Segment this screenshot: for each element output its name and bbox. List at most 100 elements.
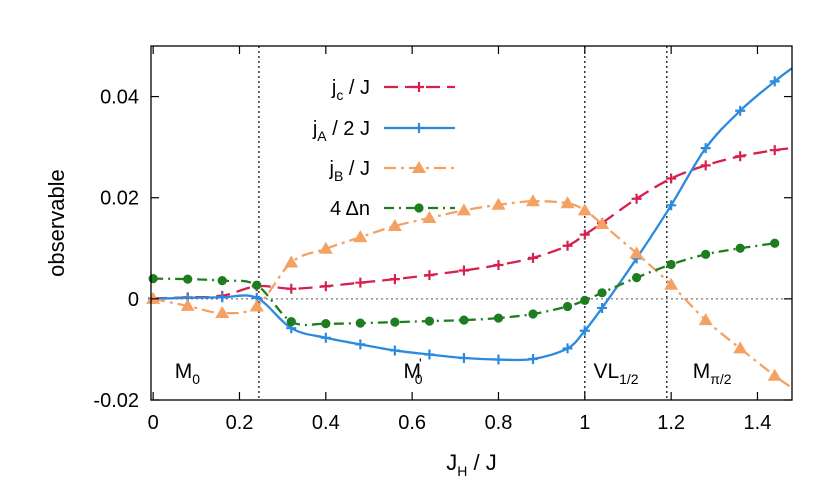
data-point <box>390 317 400 327</box>
x-tick-label: 0.6 <box>398 412 426 434</box>
data-point <box>579 229 590 240</box>
data-point <box>353 230 368 243</box>
data-point <box>493 354 504 365</box>
data-point <box>321 319 331 329</box>
y-tick-label: 0.02 <box>100 188 139 210</box>
data-point <box>320 332 331 343</box>
data-point <box>580 295 590 305</box>
data-point <box>664 277 679 290</box>
data-point <box>528 309 538 319</box>
data-point <box>577 203 592 216</box>
data-point <box>389 274 400 285</box>
series-layer <box>146 67 793 389</box>
data-point <box>286 283 297 294</box>
data-point <box>526 194 541 207</box>
data-point <box>579 325 590 336</box>
legend-marker <box>414 203 424 213</box>
ticks-layer: 0 0.2 0.4 0.6 0.8 1 1.2 1.4 -0.02 0 0.02 0.04 <box>93 46 792 434</box>
data-point <box>389 345 400 356</box>
data-point <box>217 276 227 286</box>
legend: jc / J jA / 2 J jB / J 4 Δn <box>312 77 455 220</box>
legend-label: jB / J <box>329 158 370 184</box>
data-point <box>215 306 230 319</box>
data-point <box>735 105 746 116</box>
x-tick-label: 0.8 <box>485 412 513 434</box>
legend-entry-3: 4 Δn <box>330 198 455 220</box>
data-point <box>459 315 469 325</box>
x-tick-label: 1 <box>579 412 590 434</box>
data-point <box>491 197 506 210</box>
y-tick-label: 0.04 <box>100 87 139 109</box>
data-point <box>597 288 607 298</box>
data-point <box>769 76 780 87</box>
region-labels: M0 M' 0 VL1/2 Mπ/2 <box>175 355 732 387</box>
legend-entry-1: jA / 2 J <box>312 118 455 144</box>
data-point <box>424 316 435 326</box>
data-point <box>148 274 158 284</box>
legend-marker <box>412 161 426 173</box>
x-tick-label: 0 <box>148 412 159 434</box>
region-label-3: Mπ/2 <box>693 360 732 387</box>
data-point <box>666 259 676 270</box>
data-point <box>666 173 677 184</box>
data-point <box>735 151 746 162</box>
region-label-0: M0 <box>175 360 201 387</box>
legend-entry-0: jc / J <box>331 77 455 103</box>
data-point <box>252 280 262 290</box>
data-point <box>701 249 711 259</box>
data-point <box>560 196 575 209</box>
data-point <box>286 317 296 327</box>
data-point <box>597 302 608 313</box>
data-point <box>493 259 504 270</box>
data-point <box>632 273 642 283</box>
data-point <box>318 241 333 254</box>
data-point <box>562 301 573 312</box>
data-point <box>595 217 610 230</box>
data-point <box>424 349 435 360</box>
data-point <box>769 145 780 156</box>
legend-label: jA / 2 J <box>312 118 370 144</box>
data-point <box>458 353 469 364</box>
data-point <box>355 277 366 288</box>
data-point <box>320 281 331 292</box>
data-point <box>387 219 402 232</box>
y-axis-label: observable <box>44 169 69 277</box>
data-point <box>355 339 366 350</box>
series-0 <box>148 145 793 304</box>
series-line <box>153 147 793 300</box>
data-point <box>458 265 469 276</box>
x-tick-label: 1.2 <box>657 412 685 434</box>
data-point <box>146 291 161 304</box>
series-line <box>153 242 775 327</box>
legend-label: jc / J <box>331 77 370 103</box>
legend-marker <box>414 123 424 133</box>
data-point <box>528 252 539 263</box>
data-point <box>700 143 711 154</box>
data-point <box>424 270 435 281</box>
y-tick-label: 0 <box>128 289 139 311</box>
data-point <box>770 238 780 248</box>
reference-lines <box>151 46 792 400</box>
plot-frame <box>150 45 793 401</box>
region-label-1: M' 0 <box>404 355 423 387</box>
data-point <box>666 200 677 211</box>
data-point <box>562 240 573 251</box>
data-point <box>493 313 504 323</box>
legend-marker <box>414 82 424 92</box>
x-tick-label: 1.4 <box>744 412 772 434</box>
series-1 <box>148 67 793 365</box>
data-point <box>735 243 745 253</box>
data-point <box>631 193 642 204</box>
data-point <box>249 299 264 312</box>
region-label-2: VL1/2 <box>593 360 638 387</box>
legend-label: 4 Δn <box>330 198 370 220</box>
y-tick-label: -0.02 <box>93 390 139 412</box>
data-point <box>422 210 437 223</box>
data-point <box>528 354 539 365</box>
legend-entry-2: jB / J <box>329 158 455 184</box>
data-point <box>562 343 573 354</box>
data-point <box>456 203 471 216</box>
data-point <box>180 298 195 311</box>
data-point <box>733 341 748 354</box>
